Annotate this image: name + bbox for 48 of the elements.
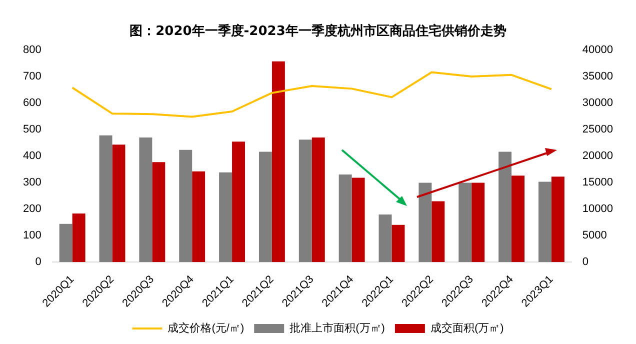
bar [472, 182, 485, 262]
bar [312, 137, 325, 262]
legend-label: 批准上市面积(万㎡) [290, 322, 385, 335]
y2-tick-label: 40000 [582, 44, 614, 56]
y-tick-label: 700 [22, 70, 42, 83]
bar [99, 135, 112, 262]
bar [192, 171, 206, 262]
bar [112, 144, 126, 262]
y-tick-label: 400 [22, 150, 42, 162]
bar [418, 182, 432, 262]
bar [378, 214, 392, 262]
y2-tick-label: 15000 [582, 176, 614, 189]
bar [179, 150, 192, 262]
bar [139, 137, 152, 262]
bar [232, 142, 246, 262]
bar [298, 140, 312, 262]
y2-tick-label: 30000 [582, 97, 614, 110]
bar [219, 172, 232, 262]
legend-label: 成交面积(万㎡) [430, 322, 504, 335]
y-tick-label: 200 [22, 203, 42, 216]
y-tick-label: 500 [22, 124, 42, 136]
y-tick-label: 0 [35, 256, 42, 268]
y2-tick-label: 10000 [582, 203, 614, 216]
bar [152, 162, 166, 262]
bar [352, 178, 365, 262]
bar [272, 61, 285, 262]
bar [458, 182, 472, 262]
bar [498, 152, 512, 262]
bar [392, 224, 405, 262]
bar [551, 176, 564, 262]
bar [338, 174, 352, 262]
bar [538, 182, 552, 262]
y-tick-label: 600 [22, 97, 42, 110]
bar [258, 152, 272, 262]
chart-title: 图：2020年一季度-2023年一季度杭州市区商品住宅供销价走势 [128, 22, 508, 40]
y-tick-label: 300 [22, 176, 42, 189]
y2-tick-label: 0 [582, 256, 589, 268]
legend-label: 成交价格(元/㎡) [168, 322, 244, 335]
y2-tick-label: 20000 [582, 150, 614, 162]
y2-tick-label: 5000 [582, 230, 607, 242]
bar [432, 201, 445, 262]
bar [59, 224, 72, 262]
y2-tick-label: 35000 [582, 70, 614, 83]
y2-tick-label: 25000 [582, 124, 614, 136]
y-tick-label: 800 [22, 44, 42, 56]
y-tick-label: 100 [22, 230, 42, 242]
bar [512, 176, 524, 262]
bar [72, 213, 86, 262]
